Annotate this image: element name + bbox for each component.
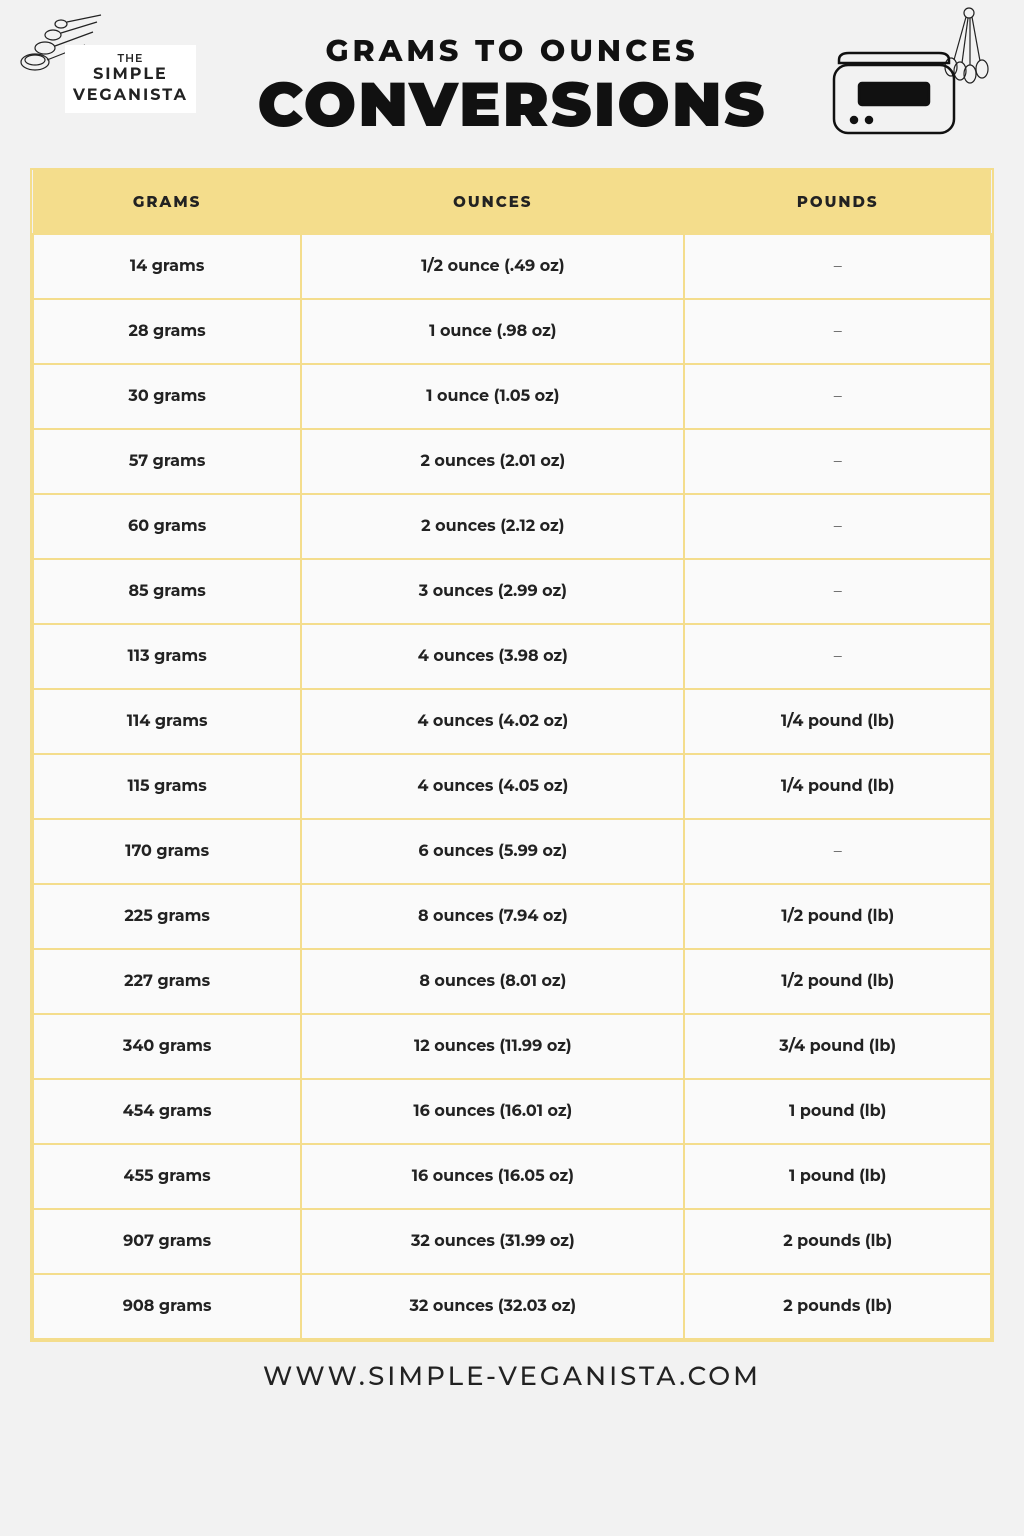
footer-url: WWW.SIMPLE-VEGANISTA.COM [0,1360,1024,1392]
table-row: 170 grams6 ounces (5.99 oz)– [33,819,991,884]
page-title: CONVERSIONS [130,73,894,135]
table-cell: – [684,234,991,299]
table-cell: 1/2 pound (lb) [684,884,991,949]
table-cell: 28 grams [33,299,301,364]
table-cell: – [684,559,991,624]
table-cell: 2 pounds (lb) [684,1274,991,1339]
table-cell: 16 ounces (16.01 oz) [301,1079,684,1144]
table-cell: 8 ounces (8.01 oz) [301,949,684,1014]
page-subtitle: GRAMS TO OUNCES [130,32,894,69]
table-cell: – [684,429,991,494]
table-cell: 8 ounces (7.94 oz) [301,884,684,949]
table-cell: 907 grams [33,1209,301,1274]
table-row: 455 grams16 ounces (16.05 oz)1 pound (lb… [33,1144,991,1209]
table-cell: 60 grams [33,494,301,559]
table-row: 57 grams2 ounces (2.01 oz)– [33,429,991,494]
logo-line-1: THE [73,51,188,65]
table-cell: 6 ounces (5.99 oz) [301,819,684,884]
table-row: 340 grams12 ounces (11.99 oz)3/4 pound (… [33,1014,991,1079]
logo-line-2: SIMPLE [73,65,188,86]
table-cell: 57 grams [33,429,301,494]
table-cell: 2 ounces (2.12 oz) [301,494,684,559]
table-cell: 114 grams [33,689,301,754]
table-cell: 227 grams [33,949,301,1014]
table-cell: 1 ounce (1.05 oz) [301,364,684,429]
table-row: 227 grams8 ounces (8.01 oz)1/2 pound (lb… [33,949,991,1014]
table-cell: 115 grams [33,754,301,819]
table-cell: – [684,299,991,364]
table-row: 908 grams32 ounces (32.03 oz)2 pounds (l… [33,1274,991,1339]
table-cell: 1 pound (lb) [684,1079,991,1144]
logo-line-3: VEGANISTA [73,86,188,107]
table-cell: 225 grams [33,884,301,949]
table-row: 114 grams4 ounces (4.02 oz)1/4 pound (lb… [33,689,991,754]
table-row: 28 grams1 ounce (.98 oz)– [33,299,991,364]
header-area: THE SIMPLE VEGANISTA GRAMS TO OUNCES CON… [0,0,1024,160]
table-cell: 4 ounces (3.98 oz) [301,624,684,689]
table-cell: 113 grams [33,624,301,689]
brand-logo: THE SIMPLE VEGANISTA [65,45,196,113]
table-cell: 908 grams [33,1274,301,1339]
table-cell: 1/2 pound (lb) [684,949,991,1014]
table-cell: 16 ounces (16.05 oz) [301,1144,684,1209]
table-cell: 32 ounces (31.99 oz) [301,1209,684,1274]
table-row: 454 grams16 ounces (16.01 oz)1 pound (lb… [33,1079,991,1144]
table-header-row: GRAMS OUNCES POUNDS [33,170,991,234]
table-cell: 455 grams [33,1144,301,1209]
table-cell: 30 grams [33,364,301,429]
col-header-ounces: OUNCES [301,170,684,234]
table-cell: 1 pound (lb) [684,1144,991,1209]
conversion-table: GRAMS OUNCES POUNDS 14 grams1/2 ounce (.… [32,170,992,1340]
table-cell: 85 grams [33,559,301,624]
table-row: 113 grams4 ounces (3.98 oz)– [33,624,991,689]
table-cell: 1/2 ounce (.49 oz) [301,234,684,299]
table-row: 30 grams1 ounce (1.05 oz)– [33,364,991,429]
table-cell: 12 ounces (11.99 oz) [301,1014,684,1079]
table-cell: 340 grams [33,1014,301,1079]
col-header-grams: GRAMS [33,170,301,234]
conversion-table-container: GRAMS OUNCES POUNDS 14 grams1/2 ounce (.… [30,168,994,1342]
table-cell: 1/4 pound (lb) [684,754,991,819]
table-row: 14 grams1/2 ounce (.49 oz)– [33,234,991,299]
table-body: 14 grams1/2 ounce (.49 oz)–28 grams1 oun… [33,234,991,1339]
table-cell: – [684,819,991,884]
table-cell: 170 grams [33,819,301,884]
table-row: 85 grams3 ounces (2.99 oz)– [33,559,991,624]
table-cell: 3/4 pound (lb) [684,1014,991,1079]
table-row: 115 grams4 ounces (4.05 oz)1/4 pound (lb… [33,754,991,819]
table-cell: 454 grams [33,1079,301,1144]
table-cell: 2 ounces (2.01 oz) [301,429,684,494]
table-cell: 3 ounces (2.99 oz) [301,559,684,624]
table-row: 60 grams2 ounces (2.12 oz)– [33,494,991,559]
kitchen-scale-icon [824,45,964,150]
table-cell: 1 ounce (.98 oz) [301,299,684,364]
table-row: 225 grams8 ounces (7.94 oz)1/2 pound (lb… [33,884,991,949]
table-cell: 32 ounces (32.03 oz) [301,1274,684,1339]
table-cell: – [684,624,991,689]
table-cell: – [684,494,991,559]
table-row: 907 grams32 ounces (31.99 oz)2 pounds (l… [33,1209,991,1274]
col-header-pounds: POUNDS [684,170,991,234]
table-cell: 4 ounces (4.02 oz) [301,689,684,754]
table-cell: 1/4 pound (lb) [684,689,991,754]
table-cell: 14 grams [33,234,301,299]
table-cell: 4 ounces (4.05 oz) [301,754,684,819]
table-cell: 2 pounds (lb) [684,1209,991,1274]
table-cell: – [684,364,991,429]
